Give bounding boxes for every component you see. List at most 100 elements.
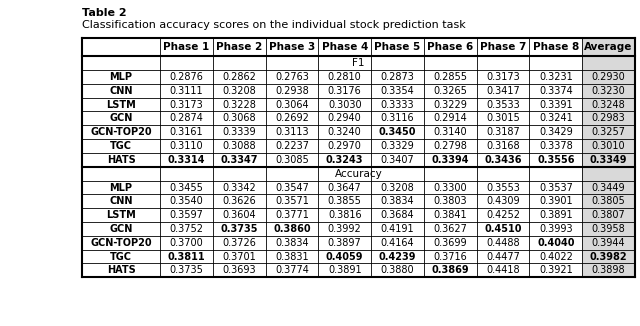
Text: LSTM: LSTM	[106, 99, 136, 110]
Text: 0.3831: 0.3831	[275, 251, 308, 261]
Text: 0.3229: 0.3229	[433, 99, 467, 110]
Text: 0.3231: 0.3231	[539, 72, 573, 82]
Text: 0.3547: 0.3547	[275, 183, 309, 192]
Text: 0.3110: 0.3110	[170, 141, 204, 151]
Text: 0.3429: 0.3429	[539, 127, 573, 137]
Text: TGC: TGC	[110, 251, 132, 261]
Text: 0.4164: 0.4164	[381, 238, 414, 248]
Text: 0.3173: 0.3173	[486, 72, 520, 82]
Text: 0.3774: 0.3774	[275, 265, 309, 275]
Text: 0.3015: 0.3015	[486, 113, 520, 123]
Text: 0.3693: 0.3693	[222, 265, 256, 275]
Text: 0.3540: 0.3540	[170, 196, 204, 206]
Text: 0.3208: 0.3208	[222, 86, 256, 96]
Text: 0.3314: 0.3314	[168, 155, 205, 165]
Text: 0.2855: 0.2855	[433, 72, 467, 82]
Text: 0.4191: 0.4191	[381, 224, 414, 234]
Text: 0.3860: 0.3860	[273, 224, 311, 234]
Text: Phase 1: Phase 1	[163, 42, 209, 52]
Text: 0.2237: 0.2237	[275, 141, 309, 151]
Text: 0.3805: 0.3805	[592, 196, 625, 206]
Text: 0.3248: 0.3248	[592, 99, 625, 110]
Text: 0.3921: 0.3921	[539, 265, 573, 275]
Text: 0.2763: 0.2763	[275, 72, 309, 82]
Text: 0.3111: 0.3111	[170, 86, 204, 96]
Text: 0.2876: 0.2876	[170, 72, 204, 82]
Text: Phase 7: Phase 7	[480, 42, 526, 52]
Text: 0.3533: 0.3533	[486, 99, 520, 110]
Text: 0.3240: 0.3240	[328, 127, 362, 137]
Text: 0.3556: 0.3556	[537, 155, 575, 165]
Text: 0.3354: 0.3354	[381, 86, 414, 96]
Text: 0.3816: 0.3816	[328, 210, 362, 220]
Text: 0.3187: 0.3187	[486, 127, 520, 137]
Text: 0.4059: 0.4059	[326, 251, 364, 261]
Text: 0.3257: 0.3257	[591, 127, 626, 137]
Text: GCN: GCN	[109, 113, 132, 123]
Text: 0.3010: 0.3010	[592, 141, 625, 151]
Bar	[582, 38, 635, 277]
Text: 0.3811: 0.3811	[168, 251, 205, 261]
Text: 0.3339: 0.3339	[222, 127, 256, 137]
Text: 0.3394: 0.3394	[431, 155, 469, 165]
Text: 0.3449: 0.3449	[592, 183, 625, 192]
Text: 0.3571: 0.3571	[275, 196, 309, 206]
Text: CNN: CNN	[109, 86, 132, 96]
Text: 0.3771: 0.3771	[275, 210, 309, 220]
Text: 0.3701: 0.3701	[222, 251, 256, 261]
Text: CNN: CNN	[109, 196, 132, 206]
Text: 0.2914: 0.2914	[433, 113, 467, 123]
Text: 0.4309: 0.4309	[486, 196, 520, 206]
Text: Classification accuracy scores on the individual stock prediction task: Classification accuracy scores on the in…	[82, 20, 466, 30]
Text: 0.3684: 0.3684	[381, 210, 414, 220]
Text: 0.3176: 0.3176	[328, 86, 362, 96]
Text: 0.3088: 0.3088	[222, 141, 256, 151]
Text: 0.3726: 0.3726	[222, 238, 256, 248]
Text: Average: Average	[584, 42, 633, 52]
Text: 0.3880: 0.3880	[381, 265, 414, 275]
Text: 0.3803: 0.3803	[433, 196, 467, 206]
Text: 0.3700: 0.3700	[170, 238, 204, 248]
Text: 0.4477: 0.4477	[486, 251, 520, 261]
Text: 0.3064: 0.3064	[275, 99, 308, 110]
Text: 0.3333: 0.3333	[381, 99, 414, 110]
Text: HATS: HATS	[107, 155, 136, 165]
Text: 0.4252: 0.4252	[486, 210, 520, 220]
Text: 0.3597: 0.3597	[170, 210, 204, 220]
Text: Phase 3: Phase 3	[269, 42, 315, 52]
Text: 0.3841: 0.3841	[433, 210, 467, 220]
Text: 0.3173: 0.3173	[170, 99, 204, 110]
Text: 0.4022: 0.4022	[539, 251, 573, 261]
Text: 0.3735: 0.3735	[170, 265, 204, 275]
Text: 0.3140: 0.3140	[433, 127, 467, 137]
Text: Accuracy: Accuracy	[335, 169, 382, 179]
Text: 0.4040: 0.4040	[537, 238, 575, 248]
Text: 0.3113: 0.3113	[275, 127, 308, 137]
Text: 0.3647: 0.3647	[328, 183, 362, 192]
Text: LSTM: LSTM	[106, 210, 136, 220]
Text: 0.2692: 0.2692	[275, 113, 309, 123]
Text: 0.3300: 0.3300	[433, 183, 467, 192]
Text: 0.3993: 0.3993	[539, 224, 573, 234]
Text: 0.3378: 0.3378	[539, 141, 573, 151]
Text: 0.4488: 0.4488	[486, 238, 520, 248]
Text: Phase 8: Phase 8	[532, 42, 579, 52]
Text: 0.3834: 0.3834	[275, 238, 308, 248]
Text: 0.3626: 0.3626	[222, 196, 256, 206]
Text: 0.3891: 0.3891	[539, 210, 573, 220]
Text: 0.3992: 0.3992	[328, 224, 362, 234]
Text: 0.2938: 0.2938	[275, 86, 309, 96]
Text: 0.3391: 0.3391	[539, 99, 573, 110]
Text: 0.3228: 0.3228	[222, 99, 256, 110]
Text: 0.3241: 0.3241	[539, 113, 573, 123]
Text: 0.3407: 0.3407	[381, 155, 414, 165]
Text: 0.3735: 0.3735	[220, 224, 258, 234]
Text: 0.3627: 0.3627	[433, 224, 467, 234]
Text: 0.3349: 0.3349	[590, 155, 627, 165]
Text: GCN-TOP20: GCN-TOP20	[90, 127, 152, 137]
Text: 0.3455: 0.3455	[170, 183, 204, 192]
Text: Phase 6: Phase 6	[427, 42, 474, 52]
Text: 0.3716: 0.3716	[433, 251, 467, 261]
Text: 0.3834: 0.3834	[381, 196, 414, 206]
Text: 0.3807: 0.3807	[592, 210, 625, 220]
